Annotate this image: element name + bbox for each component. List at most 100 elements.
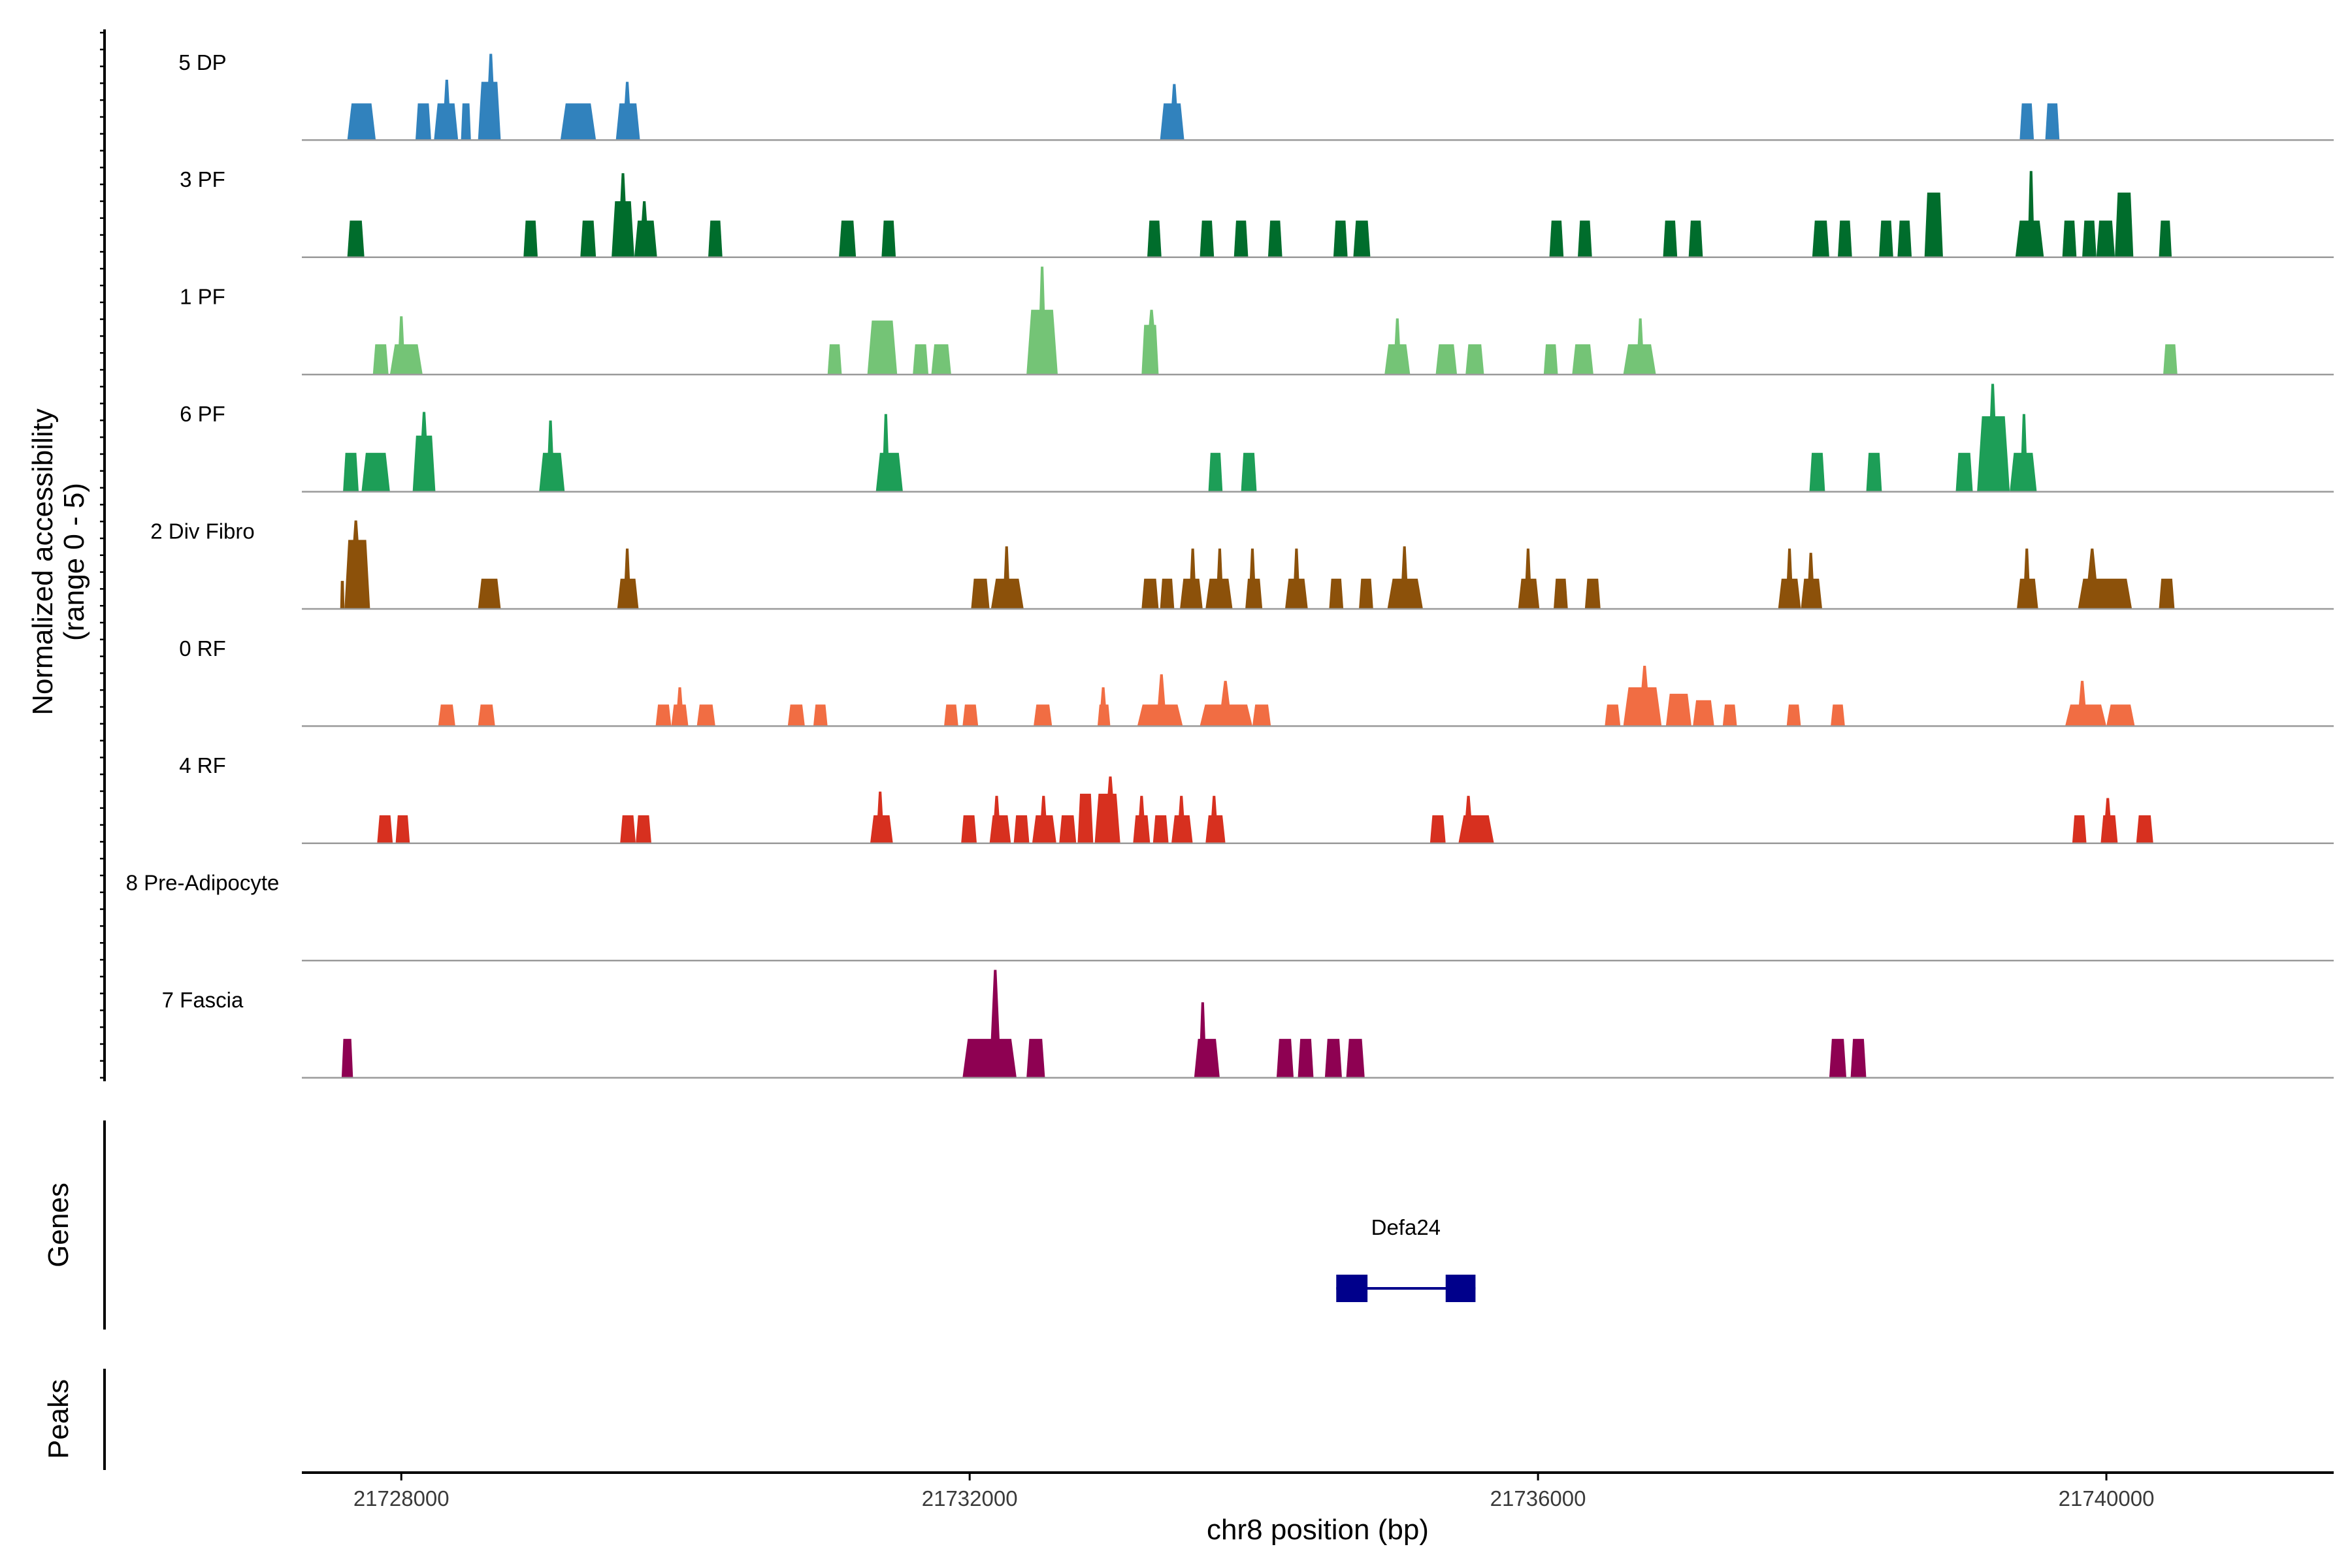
coverage-peak — [2015, 171, 2044, 257]
coverage-peak — [1866, 453, 1882, 492]
coverage-peak — [438, 704, 455, 727]
coverage-peak — [1205, 548, 1233, 609]
coverage-peak — [2163, 344, 2178, 375]
coverage-peak — [1059, 815, 1077, 843]
track-1-pf: 1 PF — [180, 267, 2334, 376]
coverage-peak — [1879, 220, 1893, 257]
coverage-peak — [2019, 103, 2034, 140]
coverage-peak — [870, 791, 893, 843]
coverage-peak — [1850, 1039, 1867, 1078]
coverage-peak — [1693, 700, 1714, 727]
coverage-peak — [1665, 693, 1691, 727]
coverage-peak — [1160, 84, 1184, 140]
coverage-peak — [344, 520, 370, 609]
coverage-peak — [1034, 704, 1053, 727]
track-2-div-fibro: 2 Div Fibro — [150, 519, 2334, 610]
coverage-peak — [1329, 578, 1344, 609]
coverage-peak — [827, 344, 842, 375]
x-axis-ticks: 21728000 21732000 21736000 21740000 — [353, 1473, 2154, 1511]
coverage-peak — [1384, 318, 1411, 375]
coverage-peak — [1435, 344, 1458, 375]
coverage-peak — [1458, 796, 1494, 843]
coverage-peak — [377, 815, 393, 843]
genes-panel-title: Genes — [42, 1183, 74, 1267]
coverage-peak — [1897, 220, 1912, 257]
coverage-peak — [1194, 1002, 1220, 1078]
track-0-rf: 0 RF — [179, 636, 2334, 727]
coverage-peak — [478, 54, 501, 140]
coverage-peak — [2159, 578, 2175, 609]
coverage-peak — [539, 420, 565, 492]
coverage-peak — [372, 344, 389, 375]
coverage-peak — [1160, 578, 1175, 609]
coverage-peak — [2100, 798, 2118, 843]
coverage-peak — [1077, 793, 1094, 843]
coverage-peak — [415, 103, 431, 140]
coverage-peak — [787, 704, 805, 727]
coverage-peak — [1359, 578, 1373, 609]
coverage-peak — [1778, 548, 1801, 609]
coverage-peak — [1353, 220, 1371, 257]
coverage-peak — [1346, 1039, 1365, 1078]
coverage-peak — [1276, 1039, 1294, 1078]
coverage-peak — [1387, 546, 1423, 609]
coverage-peak — [347, 220, 365, 257]
coverage-peak — [1252, 704, 1271, 727]
coverage-peak — [612, 173, 634, 257]
coverage-peak — [2065, 681, 2107, 727]
coverage-peak — [1097, 687, 1111, 727]
coverage-peak — [347, 103, 376, 140]
coverage-peak — [1518, 548, 1540, 609]
coverage-peak — [962, 970, 1017, 1078]
coverage-peak — [1924, 192, 1943, 257]
coverage-peak — [696, 704, 715, 727]
coverage-peak — [620, 815, 636, 843]
track-label: 7 Fascia — [162, 988, 244, 1012]
coverage-peak — [881, 220, 896, 257]
coverage-peak — [1137, 674, 1183, 727]
coverage-peak — [2159, 220, 2172, 257]
x-tick-label: 21736000 — [1490, 1486, 1586, 1511]
coverage-peak — [2072, 815, 2087, 843]
coverage-peak — [361, 453, 390, 492]
coverage-peak — [2096, 220, 2115, 257]
coverage-peak — [1324, 1039, 1342, 1078]
coverage-peak — [1180, 548, 1203, 609]
coverage-peak — [1831, 704, 1845, 727]
coverage-peak — [1200, 681, 1252, 727]
coverage-peak — [1663, 220, 1678, 257]
track-label: 2 Div Fibro — [150, 519, 255, 543]
coverage-peak — [2010, 414, 2037, 492]
coverage-peak — [1605, 704, 1621, 727]
coverage-peak — [1955, 453, 1973, 492]
coverage-peak — [395, 815, 410, 843]
track-4-rf: 4 RF — [179, 753, 2334, 845]
coverage-peak — [340, 581, 345, 609]
coverage-peak — [1245, 548, 1263, 609]
coverage-peak — [434, 79, 459, 140]
coverage-peak — [1829, 1039, 1847, 1078]
coverage-peak — [1233, 220, 1249, 257]
coverage-peak — [580, 220, 596, 257]
coverage-peak — [1241, 453, 1257, 492]
y-axis-title: Normalized accessibility — [27, 408, 59, 715]
coverage-peak — [813, 704, 828, 727]
coverage-peak — [1801, 553, 1823, 609]
track-6-pf: 6 PF — [180, 384, 2334, 493]
coverage-peak — [1171, 796, 1193, 843]
coverage-peak — [867, 320, 898, 375]
coverage-peak — [1333, 220, 1348, 257]
coverage-peak — [2062, 220, 2077, 257]
gene-models: Defa24 — [1336, 1215, 1476, 1302]
track-label: 8 Pre-Adipocyte — [126, 871, 280, 895]
track-3-pf: 3 PF — [180, 167, 2334, 259]
x-tick-label: 21732000 — [922, 1486, 1018, 1511]
gene-exon — [1445, 1275, 1476, 1302]
coverage-peak — [989, 796, 1011, 843]
coverage-peak — [2106, 704, 2135, 727]
coverage-peak — [708, 220, 723, 257]
coverage-peak — [1623, 665, 1662, 727]
coverage-peak — [1584, 578, 1601, 609]
coverage-peak — [412, 412, 436, 492]
